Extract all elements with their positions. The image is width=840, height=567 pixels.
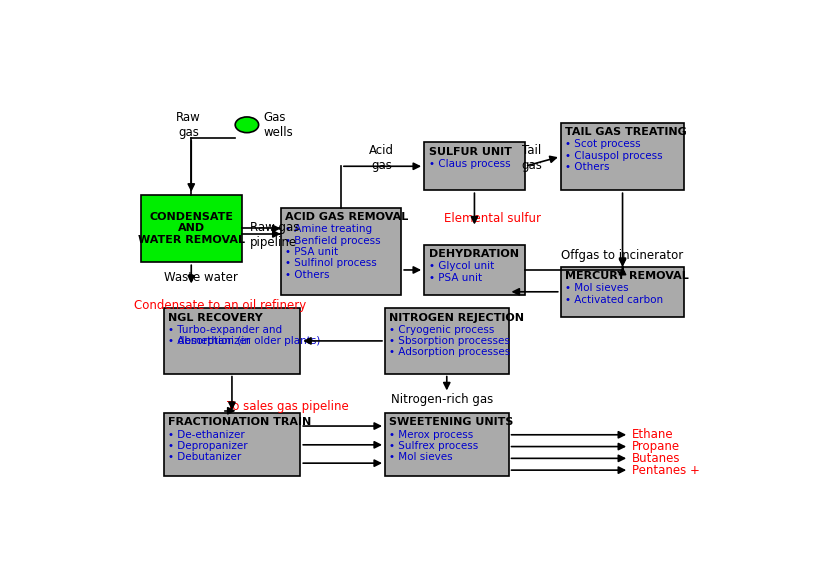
Text: Condensate to an oil refinery: Condensate to an oil refinery [134, 299, 307, 312]
Text: SULFUR UNIT: SULFUR UNIT [428, 147, 512, 156]
Text: • Clauspol process: • Clauspol process [565, 151, 663, 160]
Text: Propane: Propane [633, 440, 680, 453]
Text: • Activated carbon: • Activated carbon [565, 295, 664, 304]
Text: Nitrogen-rich gas: Nitrogen-rich gas [391, 393, 493, 407]
Text: • Glycol unit: • Glycol unit [428, 261, 494, 272]
Text: Butanes: Butanes [633, 452, 680, 465]
Text: ACID GAS REMOVAL: ACID GAS REMOVAL [286, 212, 408, 222]
Text: MERCURY REMOVAL: MERCURY REMOVAL [565, 271, 689, 281]
Text: NITROGEN REJECTION: NITROGEN REJECTION [390, 312, 524, 323]
Text: • Scot process: • Scot process [565, 139, 641, 149]
Text: Pentanes +: Pentanes + [633, 464, 701, 477]
FancyBboxPatch shape [424, 142, 525, 191]
Text: • Debutanizer: • Debutanizer [168, 452, 241, 462]
Text: To sales gas pipeline: To sales gas pipeline [228, 400, 349, 413]
Text: Raw
gas: Raw gas [176, 111, 201, 139]
Text: FRACTIONATION TRAIN: FRACTIONATION TRAIN [168, 417, 312, 428]
FancyBboxPatch shape [561, 266, 685, 317]
Text: • Absorption (in older plants): • Absorption (in older plants) [168, 336, 321, 346]
FancyBboxPatch shape [164, 413, 301, 476]
Text: • Sulfinol process: • Sulfinol process [286, 259, 377, 268]
Text: • PSA unit: • PSA unit [428, 273, 481, 283]
Text: • Turbo-expander and
   demethanizer: • Turbo-expander and demethanizer [168, 325, 282, 346]
Text: • Adsorption processes: • Adsorption processes [390, 348, 511, 357]
Text: • Mol sieves: • Mol sieves [390, 452, 453, 462]
Text: • Sbsorption processes: • Sbsorption processes [390, 336, 511, 346]
Text: • Claus process: • Claus process [428, 159, 510, 169]
Text: • PSA unit: • PSA unit [286, 247, 339, 257]
Text: • Amine treating: • Amine treating [286, 225, 372, 234]
Circle shape [235, 117, 259, 133]
Text: Raw gas
pipeline: Raw gas pipeline [249, 221, 299, 249]
FancyBboxPatch shape [424, 245, 525, 295]
Text: • Cryogenic process: • Cryogenic process [390, 325, 495, 335]
FancyBboxPatch shape [385, 308, 509, 374]
Text: Tail
gas: Tail gas [521, 145, 542, 172]
Text: SWEETENING UNITS: SWEETENING UNITS [390, 417, 514, 428]
Text: • Others: • Others [565, 162, 610, 172]
Text: • Benfield process: • Benfield process [286, 236, 381, 246]
Text: • Depropanizer: • Depropanizer [168, 441, 248, 451]
Text: Waste water: Waste water [165, 271, 239, 284]
Text: • Others: • Others [286, 270, 330, 280]
Text: Gas
wells: Gas wells [263, 111, 293, 139]
Text: • Sulfrex process: • Sulfrex process [390, 441, 479, 451]
Text: DEHYDRATION: DEHYDRATION [428, 249, 518, 259]
Text: Offgas to incinerator: Offgas to incinerator [561, 249, 683, 263]
FancyBboxPatch shape [164, 308, 301, 374]
FancyBboxPatch shape [281, 208, 402, 295]
Text: Acid
gas: Acid gas [369, 145, 394, 172]
Text: NGL RECOVERY: NGL RECOVERY [168, 312, 263, 323]
FancyBboxPatch shape [561, 122, 685, 191]
Text: • Merox process: • Merox process [390, 430, 474, 439]
Text: • Mol sieves: • Mol sieves [565, 284, 629, 293]
Text: TAIL GAS TREATING: TAIL GAS TREATING [565, 127, 687, 137]
Text: • De-ethanizer: • De-ethanizer [168, 430, 245, 439]
FancyBboxPatch shape [141, 194, 242, 263]
Text: CONDENSATE
AND
WATER REMOVAL: CONDENSATE AND WATER REMOVAL [138, 212, 244, 245]
FancyBboxPatch shape [385, 413, 509, 476]
Text: Elemental sulfur: Elemental sulfur [444, 212, 540, 225]
Text: Ethane: Ethane [633, 428, 674, 441]
